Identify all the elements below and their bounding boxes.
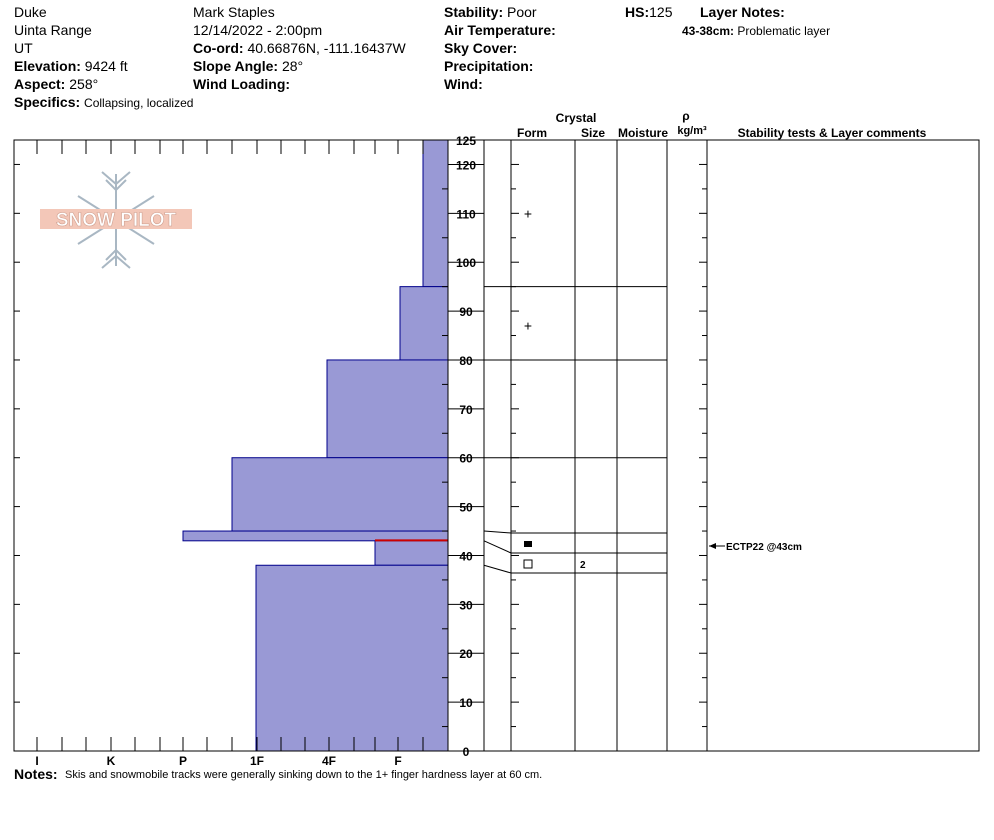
hardness-layer-2 <box>326 359 449 459</box>
size-heading: Size <box>581 126 605 140</box>
wind: Wind: <box>444 76 483 92</box>
hardness-layer-0 <box>422 139 449 288</box>
density-symbol: ρ <box>682 109 689 123</box>
logo-text: SNOW PILOT <box>56 210 177 231</box>
depth-label-120: 120 <box>456 158 476 172</box>
stability-heading: Stability tests & Layer comments <box>738 126 927 140</box>
depth-label-20: 20 <box>459 647 473 661</box>
moisture-heading: Moisture <box>618 126 668 140</box>
hardness-layer-1 <box>399 286 449 361</box>
hardness-ticks <box>13 140 449 751</box>
crystal-symbols: ++ <box>523 205 533 569</box>
layer-notes-title: Layer Notes: <box>700 4 785 20</box>
hardness-label-P: P <box>179 754 187 768</box>
layer-row-offset-45 <box>483 530 667 534</box>
location: Duke <box>14 4 47 20</box>
depth-label-30: 30 <box>459 598 473 612</box>
test-arrow-icon <box>709 543 716 549</box>
coordinates: Co-ord: 40.66876N, -111.16437W <box>193 40 406 56</box>
depth-label-10: 10 <box>459 696 473 710</box>
right-panel-ticks <box>511 139 707 752</box>
state: UT <box>14 40 33 56</box>
hardness-layer-6 <box>255 564 449 752</box>
depth-label-100: 100 <box>456 256 476 270</box>
layer-rows <box>483 139 667 574</box>
form-symbol-1: + <box>524 318 532 334</box>
crystal-heading: Crystal <box>556 111 597 125</box>
right-panel-frame <box>483 139 980 752</box>
depth-label-125: 125 <box>456 134 476 148</box>
precipitation: Precipitation: <box>444 58 534 74</box>
hardness-label-F: F <box>394 754 401 768</box>
hardness-label-K: K <box>107 754 116 768</box>
specifics: Specifics: Collapsing, localized <box>14 94 194 110</box>
hardness-label-I: I <box>35 754 38 768</box>
depth-label-40: 40 <box>459 549 473 563</box>
hardness-frame <box>13 139 449 752</box>
air-temperature: Air Temperature: <box>444 22 556 38</box>
elevation: Elevation: 9424 ft <box>14 58 128 74</box>
hardness-layer-3 <box>231 457 449 532</box>
layer-row-offset-38 <box>483 564 667 574</box>
surface-hoar-icon <box>524 541 532 547</box>
depth-label-110: 110 <box>456 207 476 221</box>
form-heading: Form <box>517 126 547 140</box>
hardness-layer-5 <box>374 540 449 566</box>
logo-band <box>40 209 192 229</box>
size-value: 2 <box>580 560 586 571</box>
test-result-label: ECTP22 @43cm <box>726 542 802 553</box>
depth-label-70: 70 <box>459 403 473 417</box>
depth-label-90: 90 <box>459 305 473 319</box>
range: Uinta Range <box>14 22 92 38</box>
hardness-label-4F: 4F <box>322 754 336 768</box>
density-unit: kg/m³ <box>677 125 707 137</box>
facet-icon <box>523 559 533 569</box>
depth-label-60: 60 <box>459 452 473 466</box>
depth-label-50: 50 <box>459 501 473 515</box>
test-result: ECTP22 @43cm <box>709 542 802 553</box>
snow-height: HS:125 <box>625 4 673 20</box>
layer-row-offset-43 <box>483 540 667 554</box>
aspect: Aspect: 258° <box>14 76 99 92</box>
stability: Stability: Poor <box>444 4 537 20</box>
snowpilot-logo: SNOW PILOT <box>40 171 192 269</box>
depth-label-80: 80 <box>459 354 473 368</box>
datetime: 12/14/2022 - 2:00pm <box>193 22 323 38</box>
slope-angle: Slope Angle: 28° <box>193 58 304 74</box>
layer-note: 43-38cm: Problematic layer <box>682 24 831 38</box>
hardness-label-1F: 1F <box>250 754 264 768</box>
observer: Mark Staples <box>193 4 275 20</box>
wind-loading: Wind Loading: <box>193 76 291 92</box>
sky-cover: Sky Cover: <box>444 40 518 56</box>
hardness-labels: I K P 1F 4F F <box>35 754 401 768</box>
notes-text: Skis and snowmobile tracks were generall… <box>65 769 542 781</box>
hardness-layers <box>182 139 449 752</box>
notes-label: Notes: <box>14 766 58 782</box>
depth-axis: 0 10 20 30 40 50 60 70 80 90 100 110 120 125 <box>14 134 484 759</box>
form-symbol-0: + <box>524 205 532 221</box>
depth-label-0: 0 <box>463 745 470 759</box>
